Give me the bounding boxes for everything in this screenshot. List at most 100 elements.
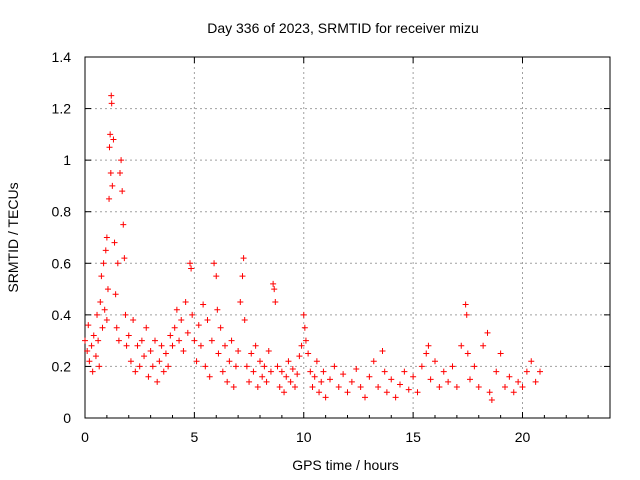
grid-lines [85,57,610,418]
data-point [366,373,373,380]
data-point [98,273,105,280]
data-point [423,350,430,357]
data-point [167,332,174,339]
data-point [311,373,318,380]
data-point [100,260,107,267]
data-point [237,298,244,305]
data-point [270,280,277,287]
data-point [370,358,377,365]
data-point [122,311,129,318]
data-point [320,368,327,375]
data-point [383,389,390,396]
data-point [191,337,198,344]
data-points [82,92,543,403]
data-point [510,389,517,396]
data-point [272,298,279,305]
data-point [187,260,193,267]
data-point [506,373,513,380]
data-point [344,389,351,396]
data-point [213,273,220,280]
data-point [92,353,99,360]
data-point [388,376,395,383]
data-point [118,157,125,164]
data-point [158,342,165,349]
data-point [348,378,355,385]
data-point [115,337,122,344]
data-point [106,195,113,202]
data-point [248,350,255,357]
data-point [178,317,185,324]
data-point [519,384,526,391]
data-point [271,286,278,293]
data-point [425,342,432,349]
data-point [493,368,500,375]
y-tick-label: 1 [63,152,71,168]
data-point [211,260,218,267]
data-point [232,363,239,370]
data-point [103,234,110,241]
data-point [89,368,96,375]
data-point [219,368,226,375]
data-point [458,342,465,349]
data-point [265,347,272,354]
data-point [99,324,106,331]
data-point [85,322,92,329]
data-point [143,324,150,331]
data-point [497,350,504,357]
data-point [96,363,103,370]
data-point [215,350,222,357]
data-point [108,92,115,99]
data-point [235,347,242,354]
data-point [134,342,141,349]
y-tick-label: 1.2 [52,101,72,117]
y-axis-label: SRMTID / TECUs [5,182,21,292]
data-point [228,337,235,344]
data-point [107,131,114,138]
data-point [263,378,270,385]
data-point [401,368,408,375]
data-point [82,337,88,344]
data-point [169,342,176,349]
x-tick-label: 15 [405,429,421,445]
data-point [300,311,307,318]
data-point [102,247,109,254]
data-point [259,373,266,380]
data-point [537,368,543,375]
data-point [173,306,180,313]
data-point [125,332,132,339]
data-point [449,363,456,370]
data-point [197,342,204,349]
data-point [486,389,493,396]
data-point [252,342,259,349]
data-point [305,350,312,357]
data-point [107,170,114,177]
data-point [106,144,113,151]
data-point [287,378,294,385]
data-point [528,358,535,365]
x-axis-label: GPS time / hours [292,457,399,473]
data-point [189,311,196,318]
data-point [283,373,290,380]
data-point [467,376,473,383]
data-point [414,389,421,396]
data-point [318,378,325,385]
data-point [240,255,247,262]
data-point [296,353,303,360]
data-point [440,368,447,375]
data-point [130,317,137,324]
data-point [309,384,316,391]
data-point [289,366,296,373]
data-point [301,324,308,331]
data-point [111,239,118,246]
data-point [160,368,167,375]
data-point [127,358,134,365]
data-point [445,378,452,385]
data-point [104,286,111,293]
y-tick-label: 0.8 [52,204,72,220]
data-point [302,337,309,344]
data-point [463,311,470,318]
data-point [405,386,412,393]
data-point [261,363,268,370]
data-point [184,329,191,336]
